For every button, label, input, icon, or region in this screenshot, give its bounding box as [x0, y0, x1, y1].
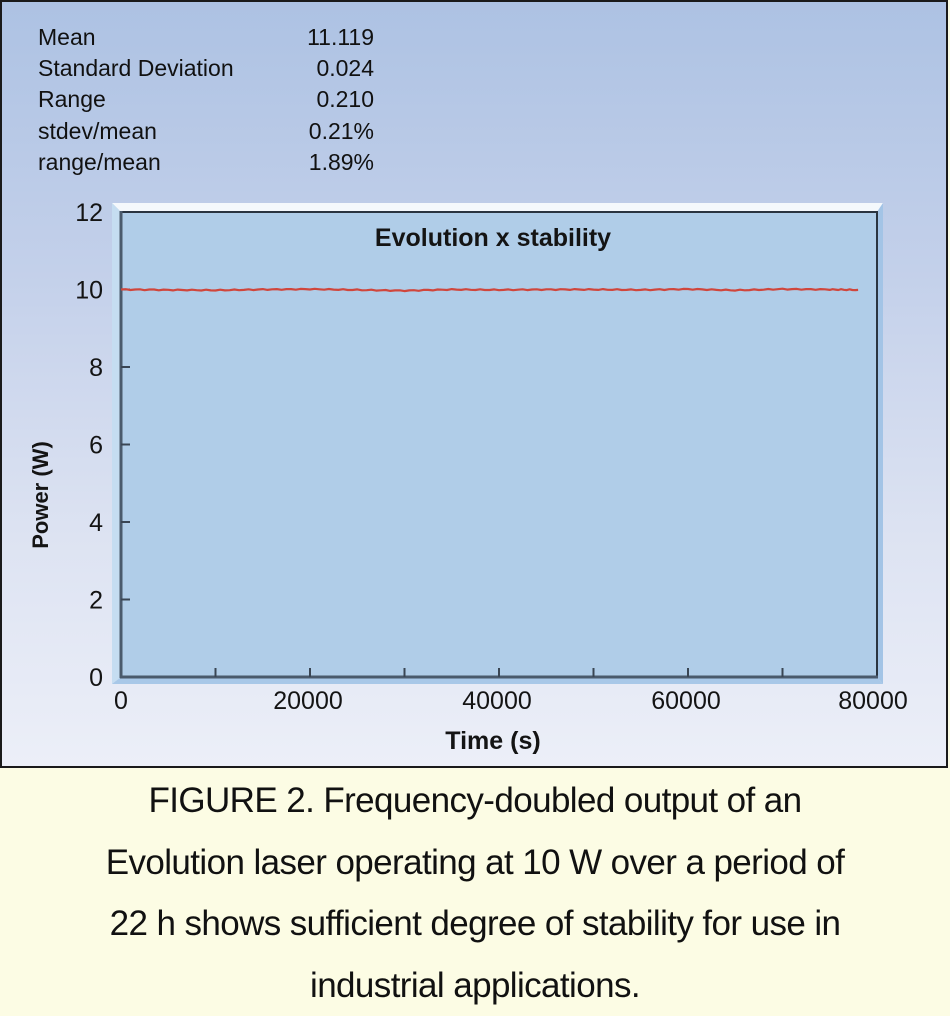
x-tick-label: 40000	[462, 687, 532, 715]
x-tick-label: 80000	[838, 687, 908, 715]
chart-title: Evolution x stability	[375, 224, 611, 252]
plot-bevel-top	[112, 203, 883, 212]
x-tick-label: 0	[114, 687, 128, 715]
plot-area	[121, 212, 877, 677]
y-tick-label: 0	[89, 664, 103, 692]
caption-line: industrial applications.	[0, 955, 950, 1016]
figure-caption: FIGURE 2. Frequency-doubled output of an…	[0, 770, 950, 1016]
y-tick-label: 12	[75, 199, 103, 227]
caption-line: Evolution laser operating at 10 W over a…	[0, 832, 950, 894]
y-tick-label: 2	[89, 587, 103, 615]
x-tick-label: 60000	[651, 687, 721, 715]
x-axis-label: Time (s)	[445, 727, 540, 755]
y-tick-label: 8	[89, 354, 103, 382]
caption-line: FIGURE 2. Frequency-doubled output of an	[0, 770, 950, 832]
caption-line: 22 h shows sufficient degree of stabilit…	[0, 893, 950, 955]
y-tick-label: 4	[89, 509, 103, 537]
y-tick-label: 10	[75, 277, 103, 305]
y-axis-label: Power (W)	[28, 441, 53, 549]
line-chart: 0 2 4 6 8 10 12 0 20000 40000 60000 80000 Evolutio…	[0, 0, 950, 770]
y-tick-label: 6	[89, 432, 103, 460]
x-tick-label: 20000	[273, 687, 343, 715]
